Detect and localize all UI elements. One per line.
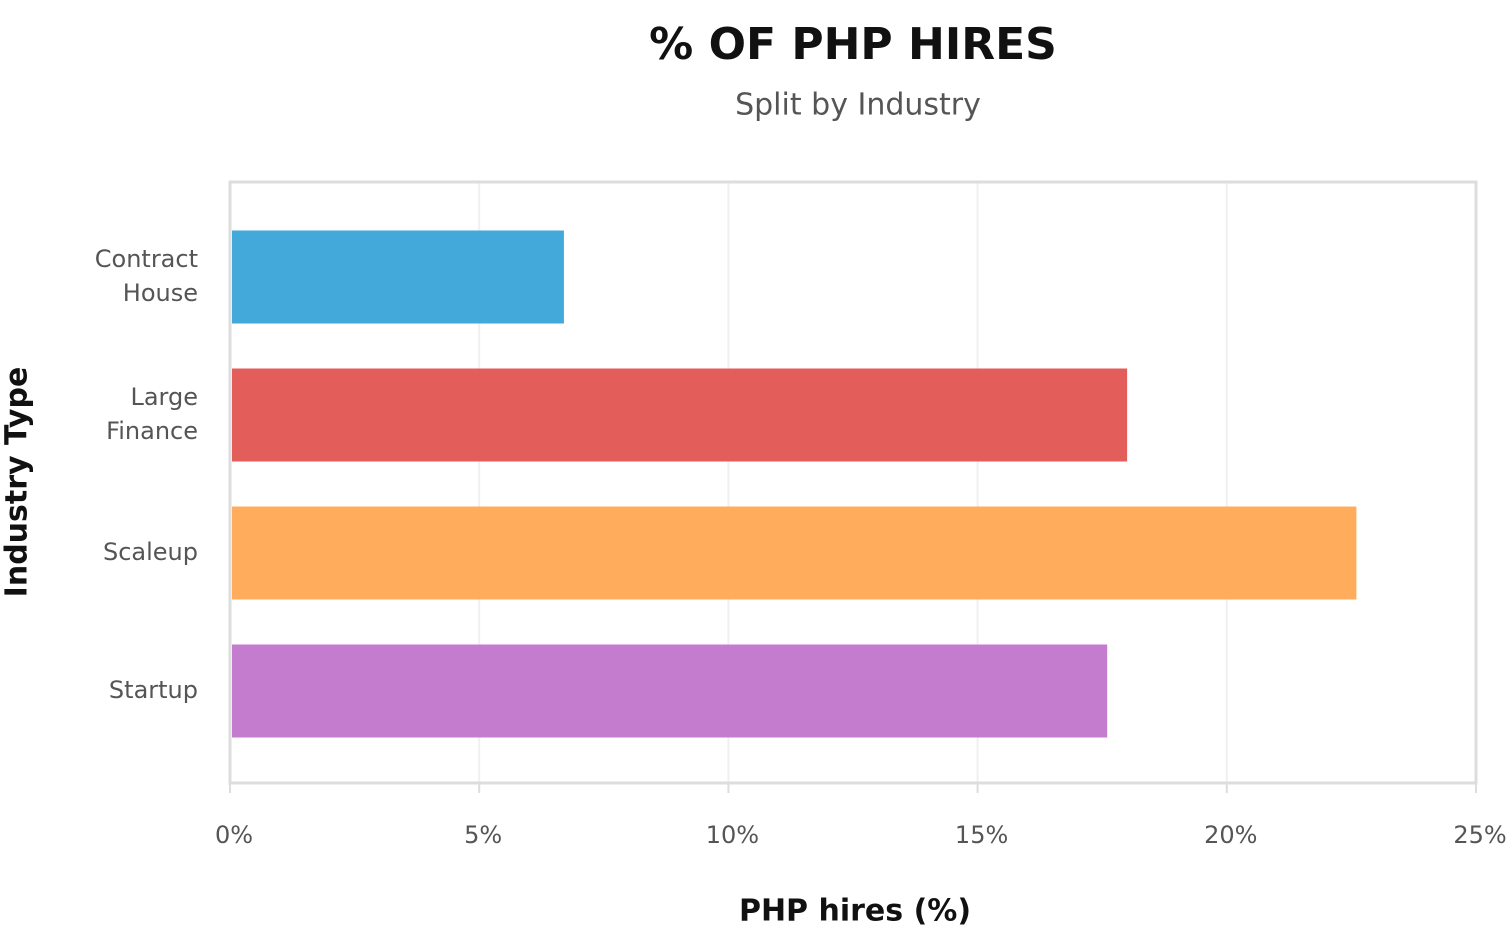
bar [232, 506, 1357, 600]
y-tick-label: Scaleup [103, 538, 198, 566]
bar [232, 644, 1108, 738]
plot-frame [228, 180, 1478, 785]
bar [232, 368, 1128, 462]
x-axis-label: PHP hires (%) [739, 894, 971, 929]
x-tick-label: 25% [1453, 821, 1506, 849]
x-tick-label: 15% [955, 821, 1008, 849]
x-tick-label: 5% [464, 821, 502, 849]
y-axis-label: Industry Type [0, 367, 35, 598]
chart-title: % OF PHP HIRES [649, 19, 1057, 70]
chart-subtitle: Split by Industry [735, 88, 981, 123]
y-tick-label: Contract House [95, 245, 198, 307]
y-tick-label: Large Finance [106, 383, 198, 445]
x-tick-label: 10% [706, 821, 759, 849]
x-tick-label: 0% [215, 821, 253, 849]
y-tick-label: Startup [109, 676, 198, 704]
bar [232, 230, 564, 324]
x-tick-label: 20% [1204, 821, 1257, 849]
